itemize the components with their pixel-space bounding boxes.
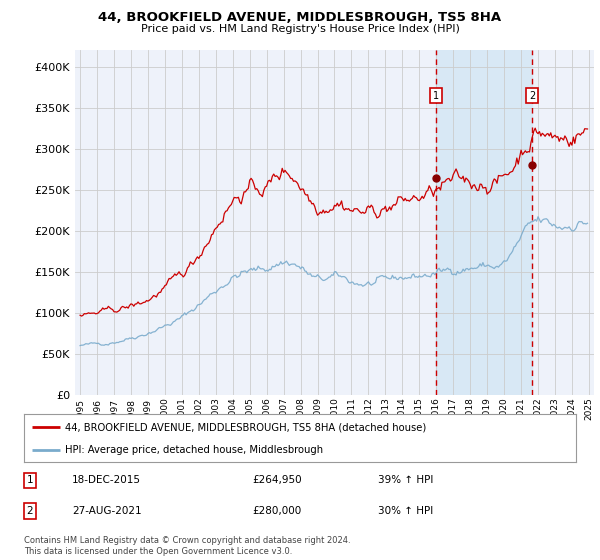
- Text: Contains HM Land Registry data © Crown copyright and database right 2024.
This d: Contains HM Land Registry data © Crown c…: [24, 536, 350, 556]
- Text: 30% ↑ HPI: 30% ↑ HPI: [378, 506, 433, 516]
- Text: £264,950: £264,950: [252, 475, 302, 485]
- Text: HPI: Average price, detached house, Middlesbrough: HPI: Average price, detached house, Midd…: [65, 445, 323, 455]
- Bar: [436, 50, 532, 395]
- Text: 1: 1: [26, 475, 34, 485]
- Text: 18-DEC-2015: 18-DEC-2015: [72, 475, 141, 485]
- Text: 44, BROOKFIELD AVENUE, MIDDLESBROUGH, TS5 8HA: 44, BROOKFIELD AVENUE, MIDDLESBROUGH, TS…: [98, 11, 502, 24]
- Text: 44, BROOKFIELD AVENUE, MIDDLESBROUGH, TS5 8HA (detached house): 44, BROOKFIELD AVENUE, MIDDLESBROUGH, TS…: [65, 422, 427, 432]
- Text: 39% ↑ HPI: 39% ↑ HPI: [378, 475, 433, 485]
- Text: 27-AUG-2021: 27-AUG-2021: [72, 506, 142, 516]
- Text: 2: 2: [26, 506, 34, 516]
- Text: 1: 1: [433, 91, 439, 100]
- Text: £280,000: £280,000: [252, 506, 301, 516]
- Text: 2: 2: [529, 91, 535, 100]
- Text: Price paid vs. HM Land Registry's House Price Index (HPI): Price paid vs. HM Land Registry's House …: [140, 24, 460, 34]
